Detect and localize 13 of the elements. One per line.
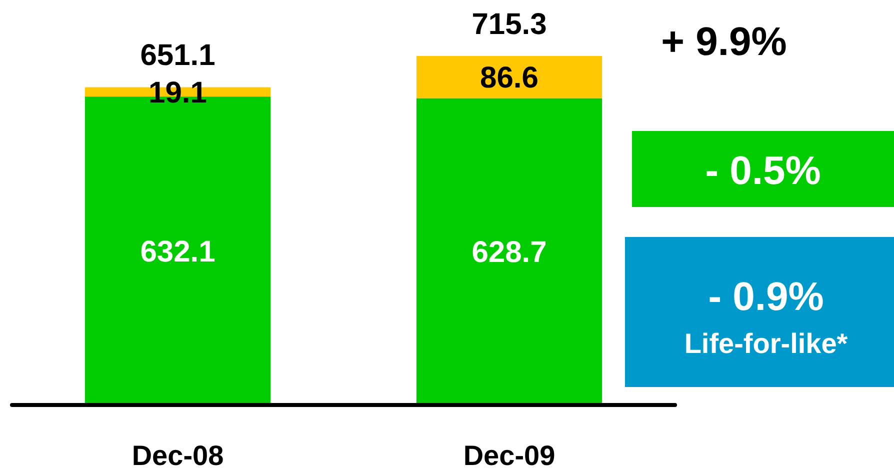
x-tick-label: Dec-08	[132, 440, 224, 470]
data-label: 86.6	[480, 62, 538, 95]
data-label: 628.7	[472, 236, 547, 270]
total-label: 715.3	[472, 8, 547, 41]
annotation: Life-for-like*	[684, 328, 848, 359]
annotation: - 0.5%	[705, 149, 821, 193]
annotation: - 0.9%	[708, 275, 824, 319]
total-label: 651.1	[140, 39, 216, 72]
annotation: + 9.9%	[661, 20, 787, 64]
data-label: 632.1	[140, 235, 216, 268]
bar	[416, 56, 602, 98]
x-tick-label: Dec-09	[463, 440, 556, 470]
bar	[416, 98, 602, 405]
